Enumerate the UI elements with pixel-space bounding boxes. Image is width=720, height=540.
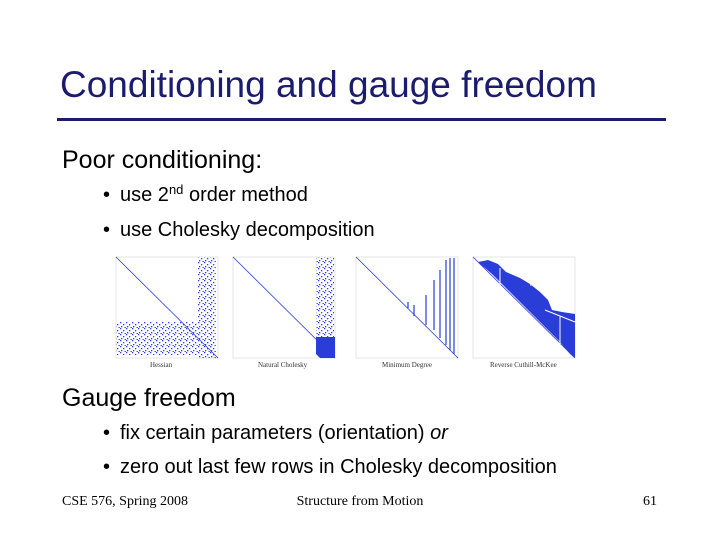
bullet-text: zero out last few rows in Cholesky decom… [120,456,557,478]
bullet: • zero out last few rows in Cholesky deco… [103,456,557,478]
slide-title: Conditioning and gauge freedom [60,64,597,105]
bullet-text: fix certain parameters (orientation) [120,422,431,444]
matrix-natural-cholesky: Natural Cholesky [232,256,336,369]
matrix-minimum-degree: Minimum Degree [355,256,459,369]
caption: Reverse Cuthill-McKee [490,361,557,369]
caption: Minimum Degree [382,361,432,369]
bullet: • use Cholesky decomposition [103,219,375,241]
bullet-text: order method [183,184,308,206]
section-heading: Poor conditioning: [62,146,263,174]
footer-center: Structure from Motion [296,494,424,509]
bullet-emphasis: or [430,422,448,444]
section-heading: Gauge freedom [62,384,236,412]
superscript: nd [168,182,184,197]
bullet: • use 2nd order method [103,182,308,206]
title-rule [57,118,666,121]
matrix-reverse-cuthill-mckee: Reverse Cuthill-McKee [472,256,576,369]
sparsity-figure: Hessian Natural Cholesky Minimum Degree [115,256,576,369]
bullet: • fix certain parameters (orientation) or [103,422,448,444]
bullet-text: use 2 [120,184,169,206]
page-number: 61 [643,494,657,509]
footer-left: CSE 576, Spring 2008 [62,494,189,509]
caption: Natural Cholesky [258,361,308,369]
bullet-text: use Cholesky decomposition [120,219,375,241]
caption: Hessian [150,361,173,369]
matrix-hessian: Hessian [115,256,219,369]
